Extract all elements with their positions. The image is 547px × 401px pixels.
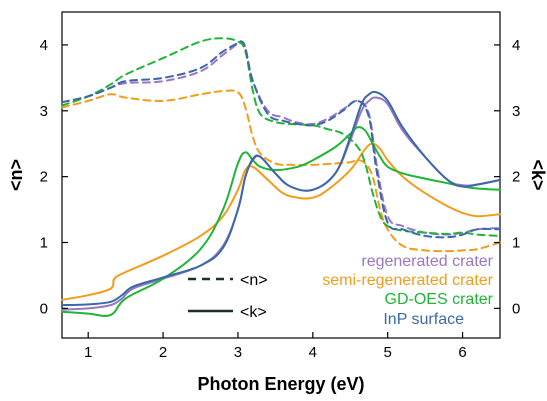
x-tick-label: 1 (84, 344, 92, 361)
series-layer (61, 37, 501, 317)
y-tick-label-left: 4 (40, 37, 48, 54)
legend-inp-surface: InP surface (383, 311, 464, 328)
y-tick-label-right: 3 (512, 103, 520, 120)
legend-gd-oes-crater: GD-OES crater (385, 291, 494, 308)
inp-surface-n-line (61, 40, 501, 239)
semi-regenerated-crater-n-line (61, 89, 501, 253)
x-axis-title: Photon Energy (eV) (197, 374, 364, 394)
tick-layer: 1 2 3 4 5 6 0 0 1 1 2 2 3 3 4 4 (40, 37, 521, 361)
y-axis-title-right: <k> (528, 159, 547, 190)
y-tick-label-left: 0 (40, 300, 48, 317)
sample-legend: regenerated crater semi-regenerated crat… (322, 253, 493, 328)
y-tick-label-left: 2 (40, 169, 48, 186)
regenerated-crater-n-line (61, 40, 501, 236)
x-tick-label: 4 (309, 344, 317, 361)
y-tick-label-left: 1 (40, 235, 48, 252)
semi-regenerated-crater-k-line (61, 142, 501, 301)
legend-k-label: <k> (240, 304, 267, 321)
gd-oes-crater-k-line (61, 126, 501, 317)
x-tick-label: 6 (458, 344, 466, 361)
y-tick-label-right: 4 (512, 37, 520, 54)
plot-frame (61, 11, 501, 339)
style-legend: <n> <k> (188, 272, 268, 321)
y-tick-label-right: 1 (512, 235, 520, 252)
x-tick-label: 5 (384, 344, 392, 361)
y-tick-label-left: 3 (40, 103, 48, 120)
legend-semi-regenerated-crater: semi-regenerated crater (322, 272, 493, 289)
legend-regenerated-crater: regenerated crater (361, 253, 493, 270)
x-tick-label: 2 (159, 344, 167, 361)
x-tick-label: 3 (234, 344, 242, 361)
y-axis-title-left: <n> (6, 159, 26, 191)
legend-n-label: <n> (240, 272, 268, 289)
y-tick-label-right: 0 (512, 300, 520, 317)
inp-surface-k-line (61, 90, 501, 307)
y-tick-label-right: 2 (512, 169, 520, 186)
gd-oes-crater-n-line (61, 37, 501, 237)
